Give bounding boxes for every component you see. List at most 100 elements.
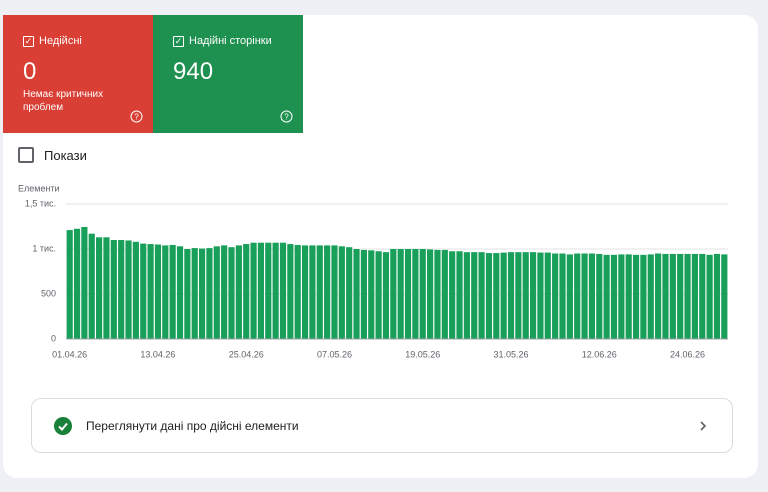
bar: [265, 242, 272, 339]
bar: [243, 244, 250, 339]
bar: [662, 253, 669, 339]
bar: [353, 249, 360, 339]
bar: [618, 254, 625, 339]
bar: [294, 244, 301, 339]
x-tick-label: 13.04.26: [140, 349, 175, 359]
bar: [684, 253, 691, 339]
bar: [397, 249, 404, 339]
card-invalid[interactable]: ✓ Недійсні 0 Немає критичних проблем ?: [3, 15, 153, 133]
bar: [434, 249, 441, 339]
bar: [338, 246, 345, 339]
bar: [73, 228, 81, 339]
bar: [588, 253, 596, 339]
bar: [404, 249, 412, 339]
card-valid[interactable]: ✓ Надійні сторінки 940 ?: [153, 15, 303, 133]
bar: [176, 246, 184, 339]
bar: [147, 244, 154, 339]
bar: [382, 252, 390, 339]
x-tick-label: 01.04.26: [52, 349, 87, 359]
bar: [478, 252, 485, 339]
help-icon[interactable]: ?: [130, 110, 143, 123]
toggle[interactable]: Покази: [18, 147, 87, 163]
x-tick-label: 25.04.26: [229, 349, 264, 359]
link-text: Переглянути дані про дійсні елементи: [86, 418, 299, 433]
bar: [419, 249, 426, 339]
bar: [191, 248, 198, 339]
card-value: 0: [23, 58, 37, 85]
bar: [154, 244, 162, 339]
bar: [456, 251, 463, 339]
bar: [132, 241, 139, 339]
bar: [603, 254, 610, 339]
bar: [125, 240, 132, 339]
x-tick-label: 31.05.26: [493, 349, 528, 359]
bar: [691, 253, 698, 339]
bar: [625, 254, 632, 339]
details-link[interactable]: Переглянути дані про дійсні елементи: [31, 398, 733, 453]
svg-text:?: ?: [134, 113, 139, 122]
bar: [544, 252, 551, 339]
bar: [463, 252, 470, 339]
bar: [640, 254, 647, 339]
bar: [324, 245, 331, 339]
bar: [706, 254, 713, 339]
bar: [677, 253, 684, 339]
card-label: Надійні сторінки: [189, 35, 272, 47]
bar: [375, 251, 382, 339]
bar: [522, 252, 529, 339]
bar: [368, 250, 375, 339]
check-icon: [54, 416, 72, 435]
bar: [412, 249, 419, 339]
bar: [559, 253, 566, 339]
y-axis-title: Елементи: [18, 183, 60, 193]
bar: [647, 254, 654, 339]
bar: [655, 253, 662, 339]
card-value: 940: [173, 58, 214, 85]
bar: [110, 240, 117, 339]
y-tick-label: 1 тис.: [32, 243, 56, 253]
bar: [713, 253, 721, 339]
bar: [96, 237, 103, 339]
bar: [206, 248, 213, 339]
bar: [721, 254, 728, 339]
bar: [81, 226, 88, 339]
bar: [493, 253, 500, 339]
bar: [272, 242, 279, 339]
bar: [346, 247, 353, 339]
bar: [309, 245, 316, 339]
card-note: Немає критичних проблем: [23, 89, 104, 113]
bar: [331, 245, 338, 339]
bar: [427, 249, 434, 339]
bar: [610, 254, 618, 339]
bar: [360, 249, 367, 339]
bar: [184, 249, 191, 339]
x-tick-label: 19.05.26: [405, 349, 440, 359]
bar: [529, 252, 537, 339]
x-tick-label: 07.05.26: [317, 349, 352, 359]
bar: [507, 252, 515, 339]
bar: [118, 240, 125, 339]
card-label: Недійсні: [39, 35, 82, 47]
bar: [485, 253, 493, 339]
bar: [235, 245, 242, 339]
bar: [390, 249, 397, 339]
bar: [581, 253, 588, 339]
bar: [471, 252, 478, 339]
help-icon[interactable]: ?: [280, 110, 293, 123]
bar: [250, 242, 257, 339]
x-tick-label: 12.06.26: [582, 349, 617, 359]
bar: [699, 253, 706, 339]
toggle-label: Покази: [44, 147, 87, 163]
bar: [88, 233, 95, 339]
bar: [103, 237, 110, 339]
chart: Елементи 0 500 1 тис. 1,5 тис. 01.04.26 13.04…: [18, 183, 728, 359]
bar: [449, 251, 456, 339]
chevron: [700, 420, 707, 431]
bar: [279, 242, 287, 339]
bar: [596, 253, 603, 339]
bar: [66, 230, 73, 339]
bar: [566, 254, 573, 339]
bar: [287, 244, 294, 339]
bar: [552, 253, 559, 339]
